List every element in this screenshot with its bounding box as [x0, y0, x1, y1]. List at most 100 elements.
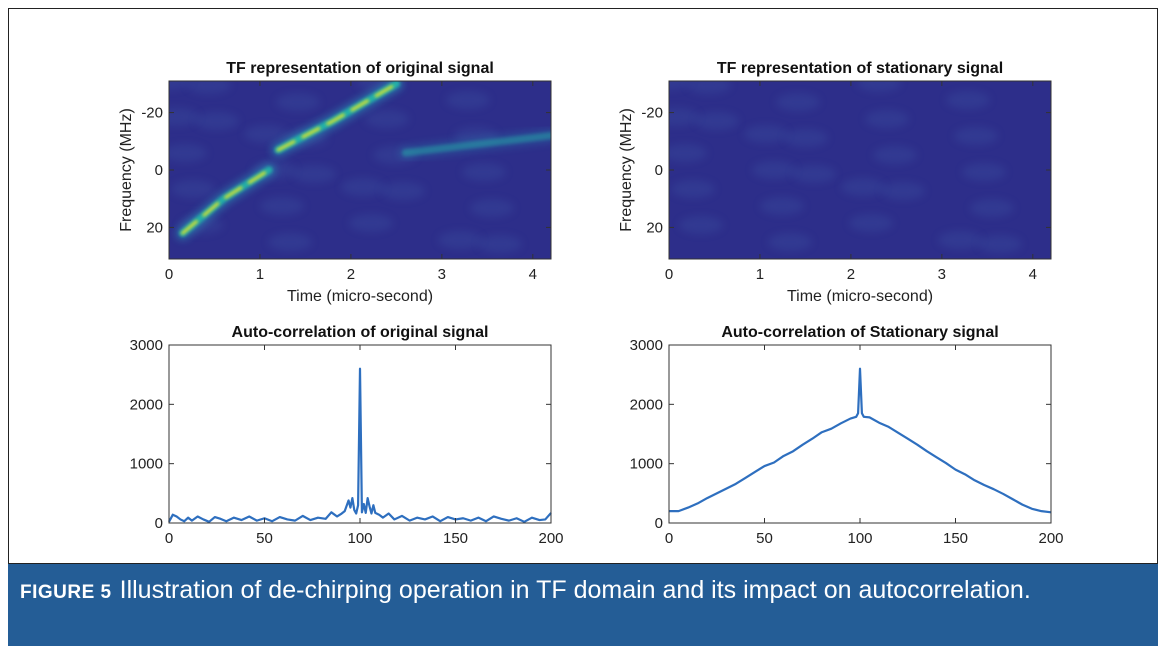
heatmap-texture: [171, 180, 215, 198]
x-tick-label: 0: [665, 266, 673, 283]
heatmap-texture: [938, 231, 982, 249]
autocorr-original-chart: Auto-correlation of original signal 0 50 10…: [130, 324, 564, 547]
chart-title: Auto-correlation of original signal: [232, 324, 489, 341]
y-tick-label: -20: [141, 105, 163, 122]
chart-title: Auto-correlation of Stationary signal: [721, 324, 998, 341]
heatmap-texture: [669, 144, 707, 162]
x-tick-label: 2: [347, 266, 355, 283]
y-tick-label: 1000: [630, 456, 663, 473]
heatmap-texture: [349, 214, 393, 232]
x-tick-label: 4: [1029, 266, 1037, 283]
x-tick-label: 150: [443, 530, 468, 547]
x-tick-label: 2: [847, 266, 855, 283]
y-tick-label: 2000: [130, 396, 163, 413]
x-tick-label: 100: [347, 530, 372, 547]
caption-body: Illustration of de-chirping operation in…: [119, 576, 1031, 604]
y-axis-label: Frequency (MHz): [118, 108, 135, 232]
y-axis-label: Frequency (MHz): [618, 108, 635, 232]
heatmap-texture: [687, 81, 731, 94]
y-tick-label: 0: [155, 515, 163, 532]
heatmap-texture: [841, 178, 885, 196]
heatmap-texture: [276, 93, 320, 111]
x-tick-label: 0: [665, 530, 673, 547]
heatmap-texture: [446, 91, 490, 109]
chart-title: TF representation of stationary signal: [717, 60, 1003, 77]
x-tick-label: 1: [756, 266, 764, 283]
heatmap-texture: [946, 91, 990, 109]
ridge-peak: [276, 82, 398, 152]
heatmap-texture: [268, 233, 312, 251]
heatmap-texture: [381, 182, 425, 200]
caption-label: FIGURE 5: [20, 582, 112, 603]
autocorr-stationary-chart: Auto-correlation of Stationary signal 0 50…: [630, 324, 1064, 547]
y-tick-label: 20: [646, 219, 663, 236]
x-tick-label: 0: [165, 530, 173, 547]
heatmap-texture: [954, 127, 998, 145]
y-tick-label: 3000: [630, 337, 663, 354]
heatmap-area: [169, 81, 551, 259]
heatmap-texture: [341, 178, 385, 196]
heatmap-texture: [744, 125, 788, 143]
y-tick-label: 0: [655, 162, 663, 179]
heatmap-texture: [849, 214, 893, 232]
y-tick-label: 1000: [130, 456, 163, 473]
x-axis-label: Time (micro-second): [787, 288, 933, 305]
x-tick-label: 3: [438, 266, 446, 283]
x-tick-label: 0: [165, 266, 173, 283]
heatmap-texture: [478, 235, 522, 253]
heatmap-texture: [873, 146, 917, 164]
heatmap-texture: [169, 144, 207, 162]
heatmap-texture: [187, 81, 231, 94]
y-tick-label: 3000: [130, 337, 163, 354]
heatmap-texture: [857, 81, 901, 92]
ridge-peak: [181, 168, 271, 235]
heatmap-texture: [768, 233, 812, 251]
heatmap-texture: [244, 125, 288, 143]
heatmap-texture: [970, 199, 1014, 217]
heatmap-texture: [865, 110, 909, 128]
heatmap-texture: [438, 231, 482, 249]
tf-original-chart: TF representation of original signal 0 1 2 3…: [118, 60, 552, 305]
x-axis-label: Time (micro-second): [287, 288, 433, 305]
caption-text-block: FIGURE 5 Illustration of de-chirping oper…: [20, 574, 1146, 609]
y-tick-label: -20: [641, 105, 663, 122]
heatmap-texture: [169, 108, 199, 126]
x-tick-label: 50: [756, 530, 773, 547]
heatmap-texture: [462, 163, 506, 181]
heatmap-texture: [169, 81, 191, 90]
heatmap-texture: [760, 197, 804, 215]
figure-frame: TF representation of original signal 0 1 2 3…: [8, 8, 1158, 564]
x-tick-label: 100: [847, 530, 872, 547]
heatmap-texture: [292, 165, 336, 183]
x-tick-label: 1: [256, 266, 264, 283]
series-autocorr-original: [168, 367, 552, 523]
y-tick-label: 2000: [630, 396, 663, 413]
tf-stationary-chart: TF representation of stationary signal 0 1…: [618, 60, 1052, 305]
x-tick-label: 50: [256, 530, 273, 547]
x-tick-label: 150: [943, 530, 968, 547]
figure-caption: FIGURE 5 Illustration of de-chirping oper…: [8, 564, 1158, 646]
heatmap-texture: [669, 108, 699, 126]
heatmap-texture: [195, 112, 239, 130]
heatmap-texture: [881, 182, 925, 200]
heatmap-texture: [260, 197, 304, 215]
y-tick-label: 0: [655, 515, 663, 532]
chart-title: TF representation of original signal: [226, 60, 494, 77]
heatmap-texture: [784, 129, 828, 147]
x-tick-label: 3: [938, 266, 946, 283]
heatmap-texture: [365, 110, 409, 128]
x-tick-label: 200: [538, 530, 563, 547]
heatmap-texture: [978, 235, 1022, 253]
heatmap-texture: [470, 199, 514, 217]
heatmap-texture: [776, 93, 820, 111]
ridge-weak-tone: [401, 132, 551, 157]
y-tick-label: 20: [146, 219, 163, 236]
series-autocorr-stationary: [669, 367, 1052, 514]
heatmap-texture: [679, 216, 723, 234]
heatmap-texture: [669, 81, 691, 90]
heatmap-texture: [695, 112, 739, 130]
x-tick-label: 4: [529, 266, 537, 283]
y-tick-label: 0: [155, 162, 163, 179]
heatmap-area: [669, 81, 1051, 259]
x-tick-label: 200: [1038, 530, 1063, 547]
